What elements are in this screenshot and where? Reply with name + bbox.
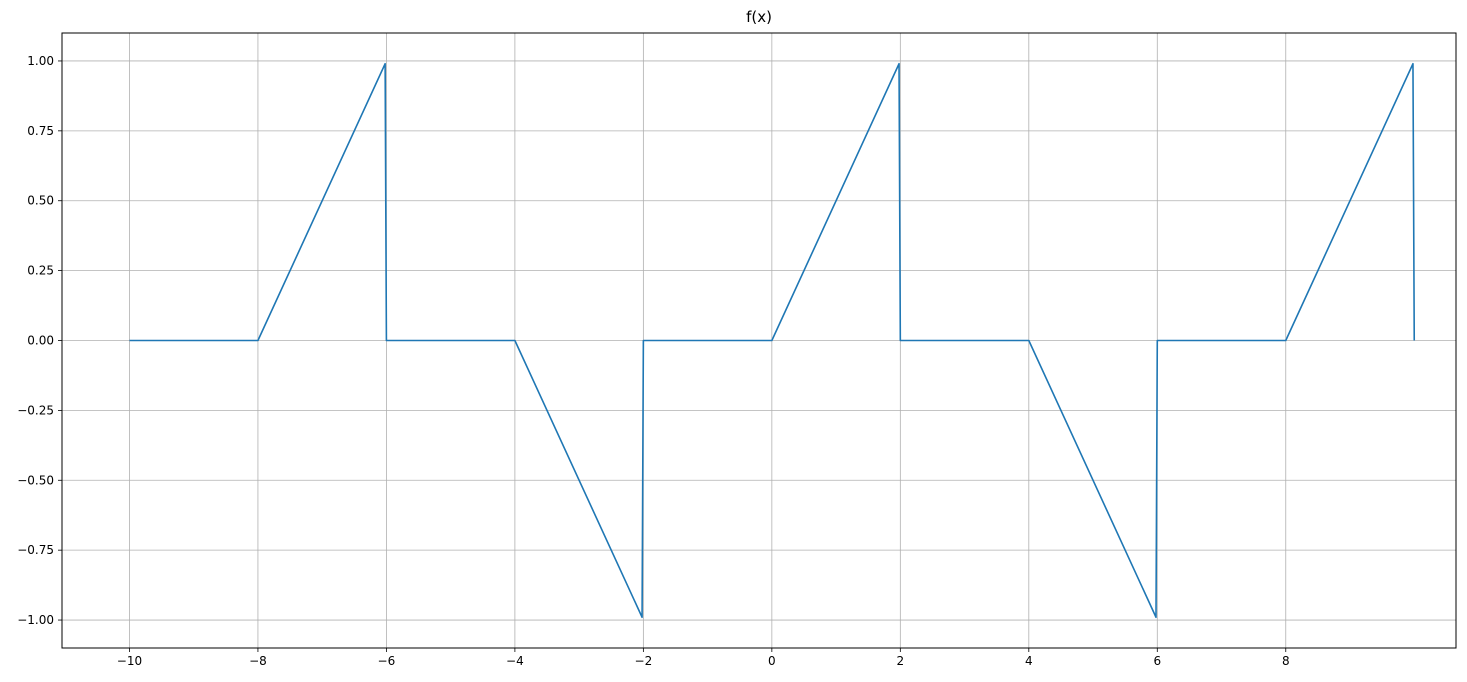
x-tick-label: −6 <box>378 654 396 668</box>
series-line-0 <box>129 62 1416 619</box>
y-tick-label: −0.50 <box>17 473 54 487</box>
x-tick-label: −4 <box>506 654 524 668</box>
x-tick-label: 6 <box>1153 654 1161 668</box>
y-tick-label: 0.25 <box>27 264 54 278</box>
y-tick-label: −0.25 <box>17 403 54 417</box>
tick-layer: −10 −8 −6 −4 −2 0 2 4 6 8 1.00 0.75 0.50 0.25 0.00 −0.2… <box>17 54 1289 668</box>
x-tick-label: 8 <box>1282 654 1290 668</box>
grid-layer <box>62 33 1456 648</box>
x-tick-label: 4 <box>1025 654 1033 668</box>
x-tick-label: −8 <box>249 654 267 668</box>
y-tick-label: 0.75 <box>27 124 54 138</box>
y-tick-label: 0.00 <box>27 334 54 348</box>
y-tick-label: −1.00 <box>17 613 54 627</box>
x-tick-label: 2 <box>897 654 905 668</box>
x-tick-label: 0 <box>768 654 776 668</box>
y-tick-label: −0.75 <box>17 543 54 557</box>
chart-title: f(x) <box>746 8 772 26</box>
y-tick-label: 1.00 <box>27 54 54 68</box>
x-tick-label: −10 <box>117 654 142 668</box>
y-tick-label: 0.50 <box>27 194 54 208</box>
x-tick-label: −2 <box>635 654 653 668</box>
series-layer <box>129 62 1416 619</box>
